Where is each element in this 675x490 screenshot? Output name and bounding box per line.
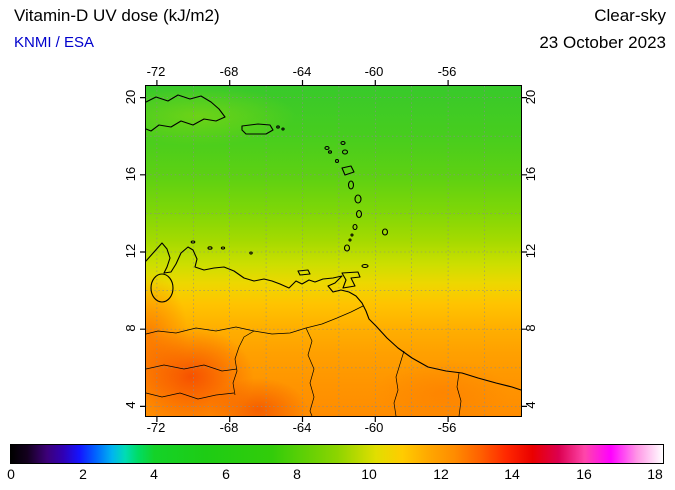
figure-date: 23 October 2023	[539, 33, 666, 52]
y-tick-right: 20	[523, 89, 538, 105]
y-tick-left: 16	[123, 166, 138, 182]
colorbar-tick-label: 6	[222, 466, 230, 482]
x-tick-bottom: -68	[219, 420, 239, 435]
colorbar-tick-label: 16	[576, 466, 592, 482]
x-tick-bottom: -56	[437, 420, 457, 435]
x-tick-bottom: -72	[146, 420, 166, 435]
source-credit: KNMI / ESA	[14, 34, 95, 51]
coast-puerto-rico	[241, 123, 274, 135]
y-tick-right: 16	[523, 166, 538, 182]
colorbar-gradient	[11, 445, 663, 463]
colorbar-tick-label: 18	[647, 466, 663, 482]
y-tick-left: 4	[123, 401, 138, 409]
y-tick-right: 4	[523, 401, 538, 409]
y-tick-left: 20	[123, 89, 138, 105]
rivers	[145, 305, 462, 417]
colorbar-tick-label: 2	[79, 466, 87, 482]
colorbar	[10, 444, 664, 464]
x-tick-top: -64	[292, 64, 312, 79]
colorbar-tick-label: 0	[7, 466, 15, 482]
map-overlay	[140, 80, 527, 422]
colorbar-tick-label: 8	[293, 466, 301, 482]
coast-margarita	[297, 269, 311, 276]
lake-maracaibo	[150, 273, 174, 303]
colorbar-tick-label: 14	[504, 466, 520, 482]
colorbar-tick-label: 4	[150, 466, 158, 482]
y-tick-right: 12	[523, 243, 538, 259]
coastlines	[145, 94, 522, 391]
x-tick-top: -72	[146, 64, 166, 79]
map-panel	[140, 80, 527, 422]
axis-ticks	[140, 80, 527, 422]
coast-trinidad	[341, 271, 361, 289]
x-tick-bottom: -64	[292, 420, 312, 435]
islands	[190, 125, 389, 289]
header-right: Clear-sky 23 October 2023	[539, 6, 666, 53]
y-tick-left: 12	[123, 243, 138, 259]
sky-condition-label: Clear-sky	[594, 6, 666, 25]
y-tick-right: 8	[523, 324, 538, 332]
colorbar-tick-label: 10	[361, 466, 377, 482]
coast-hispaniola	[145, 94, 226, 132]
x-tick-top: -68	[219, 64, 239, 79]
x-tick-top: -60	[364, 64, 384, 79]
colorbar-tick-label: 12	[433, 466, 449, 482]
x-tick-bottom: -60	[364, 420, 384, 435]
figure-title: Vitamin-D UV dose (kJ/m2)	[14, 6, 220, 25]
y-tick-left: 8	[123, 324, 138, 332]
x-tick-top: -56	[437, 64, 457, 79]
grid-lines	[146, 86, 521, 416]
coast-south-america	[145, 242, 522, 391]
